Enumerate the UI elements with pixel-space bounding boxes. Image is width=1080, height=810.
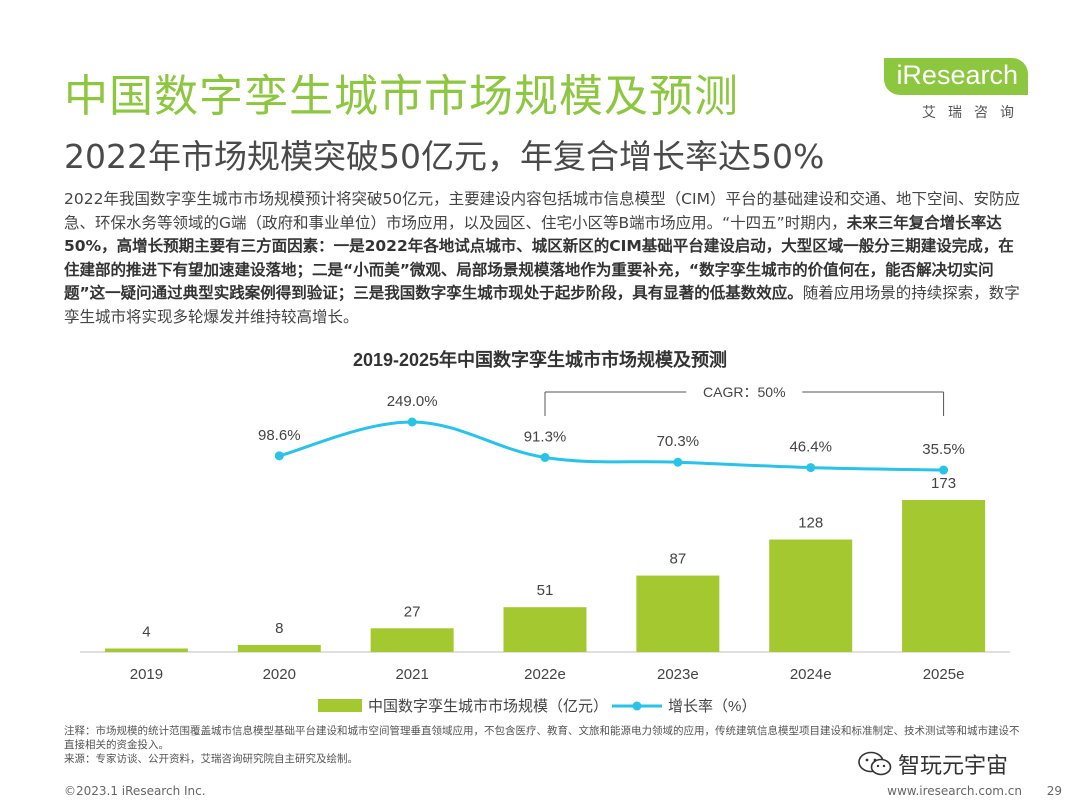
legend-bar-swatch bbox=[318, 699, 362, 712]
growth-label-2021: 249.0% bbox=[387, 393, 438, 410]
bar-2019 bbox=[104, 648, 188, 652]
bar-2021 bbox=[370, 628, 454, 652]
growth-point-2021 bbox=[407, 417, 417, 427]
bar-label-2025e: 173 bbox=[931, 475, 956, 492]
growth-point-2024e bbox=[806, 463, 816, 473]
x-tick-2019: 2019 bbox=[130, 666, 163, 683]
source-text: 来源：专家访谈、公开资料，艾瑞咨询研究院自主研究及绘制。 bbox=[64, 753, 358, 765]
body-text-bold: 未来三年复合增长率达50%，高增长预期主要有三方面因素：一是2022年各地试点城… bbox=[64, 213, 1014, 303]
bar-2024e bbox=[769, 539, 853, 652]
bar-2022e bbox=[503, 607, 587, 652]
bar-2020 bbox=[237, 644, 321, 652]
wechat-label: 智玩元宇宙 bbox=[898, 754, 1009, 779]
growth-point-2025e bbox=[939, 465, 949, 475]
x-tick-2025e: 2025e bbox=[923, 666, 965, 683]
growth-label-2020: 98.6% bbox=[258, 427, 301, 444]
growth-point-2022e bbox=[540, 452, 550, 462]
page-title: 中国数字孪生城市市场规模及预测 bbox=[64, 71, 739, 122]
chart-title: 2019-2025年中国数字孪生城市市场规模及预测 bbox=[353, 349, 727, 370]
growth-label-2024e: 46.4% bbox=[789, 439, 832, 456]
x-tick-2021: 2021 bbox=[395, 666, 428, 683]
bar-label-2020: 8 bbox=[275, 620, 283, 637]
bar-label-2019: 4 bbox=[142, 623, 150, 640]
bar-label-2023e: 87 bbox=[670, 551, 687, 568]
growth-label-2023e: 70.3% bbox=[657, 433, 700, 450]
bar-label-2024e: 128 bbox=[798, 515, 823, 532]
x-tick-2024e: 2024e bbox=[790, 666, 832, 683]
logo-main-text: iResearch bbox=[884, 58, 1028, 95]
body-text-intro: 2022年我国数字孪生城市市场规模预计将突破50亿元，主要建设内容包括城市信息模… bbox=[64, 190, 1020, 232]
x-tick-2023e: 2023e bbox=[657, 666, 699, 683]
footer-website[interactable]: www.iresearch.com.cn bbox=[887, 784, 1022, 798]
notes-block: 注释：市场规模的统计范围覆盖城市信息模型基础平台建设和城市空间管理垂直领域应用，… bbox=[64, 724, 1024, 766]
growth-point-2020 bbox=[274, 451, 284, 461]
wechat-icon bbox=[858, 751, 892, 776]
growth-rate-line bbox=[278, 420, 944, 472]
growth-point-2023e bbox=[673, 457, 683, 467]
growth-label-2025e: 35.5% bbox=[922, 441, 965, 458]
legend-line-marker bbox=[632, 701, 642, 711]
cagr-label: CAGR：50% bbox=[703, 384, 785, 400]
logo-sub-text: 艾瑞咨询 bbox=[922, 105, 1026, 121]
body-text-outro: 随着应用场景的持续探索，数字孪生城市将实现多轮爆发并维持较高增长。 bbox=[64, 284, 1020, 326]
iresearch-logo: iResearch 艾瑞咨询 bbox=[878, 58, 1028, 130]
bar-2025e bbox=[902, 500, 986, 652]
x-tick-2022e: 2022e bbox=[524, 666, 566, 683]
body-paragraph: 2022年我国数字孪生城市市场规模预计将突破50亿元，主要建设内容包括城市信息模… bbox=[64, 188, 1024, 329]
x-tick-2020: 2020 bbox=[263, 666, 296, 683]
wechat-watermark: 智玩元宇宙 bbox=[858, 748, 1008, 780]
page-number: 29 bbox=[1046, 784, 1062, 798]
page-subtitle: 2022年市场规模突破50亿元，年复合增长率达50% bbox=[64, 137, 825, 176]
bar-label-2021: 27 bbox=[404, 603, 421, 620]
legend-line-label: 增长率（%） bbox=[668, 698, 756, 715]
bar-2023e bbox=[636, 575, 720, 652]
note-text: 注释：市场规模的统计范围覆盖城市信息模型基础平台建设和城市空间管理垂直领域应用，… bbox=[64, 725, 1020, 751]
legend-bar-label: 中国数字孪生城市市场规模（亿元） bbox=[368, 698, 608, 715]
bar-label-2022e: 51 bbox=[537, 582, 554, 599]
footer-copyright: ©2023.1 iResearch Inc. bbox=[64, 784, 206, 798]
growth-label-2022e: 91.3% bbox=[524, 428, 567, 445]
